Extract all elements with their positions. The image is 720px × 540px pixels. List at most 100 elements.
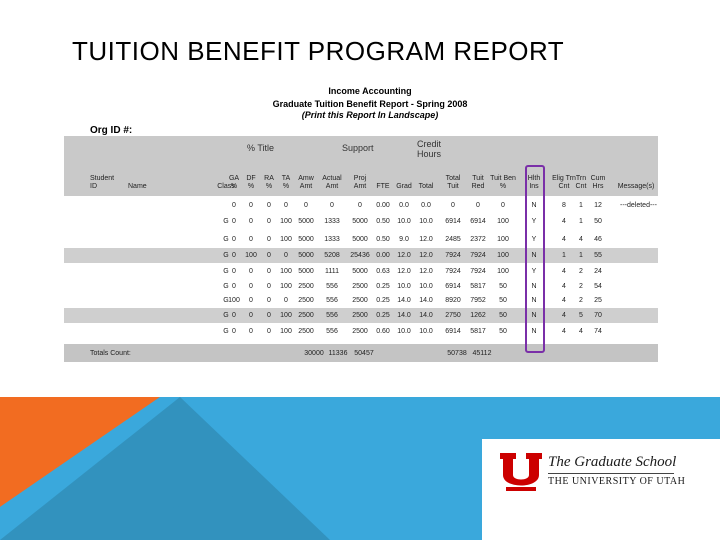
column-header-amw-line1: Amw	[298, 175, 314, 182]
group-header-credit: Credit	[417, 139, 442, 149]
totals-ttuit: 50738	[447, 350, 467, 357]
cell-total: 14.0	[419, 312, 433, 319]
cell-hlth: N	[531, 312, 537, 319]
footer-decor-band	[0, 397, 720, 540]
column-header-cum-line1: Cum	[590, 175, 606, 182]
cell-ta: 100	[280, 328, 292, 335]
column-header-tred-line2: Red	[471, 183, 485, 190]
cell-fte: 0.50	[376, 236, 390, 243]
cell-cum: 46	[594, 236, 602, 243]
cell-tred: 1262	[470, 312, 486, 319]
cell-ben: 100	[497, 218, 509, 225]
cell-trnx: 1	[579, 252, 583, 259]
report-table: % Title Support Credit Hours Student ID Na…	[64, 136, 658, 362]
cell-df: 0	[249, 297, 253, 304]
column-header-ben-line2: %	[499, 183, 507, 190]
cell-ttuit: 8920	[445, 297, 461, 304]
totals-proj: 50457	[354, 350, 374, 357]
dark-blue-triangle	[0, 397, 330, 540]
cell-trnc: 4	[562, 268, 566, 275]
column-header-ra-line1: RA	[264, 175, 274, 182]
cell-proj: 25436	[350, 252, 370, 259]
column-header-amw-line2: Amt	[299, 183, 313, 190]
cell-proj: 2500	[352, 328, 368, 335]
cell-trnx: 4	[579, 328, 583, 335]
cell-trnc: 4	[562, 312, 566, 319]
column-header-ga-line1: GA	[228, 175, 240, 182]
cell-fte: 0.50	[376, 218, 390, 225]
cell-df: 0	[249, 218, 253, 225]
university-wordmark: THE UNIVERSITY OF UTAH	[548, 476, 686, 487]
cell-total: 12.0	[419, 236, 433, 243]
cell-tred: 7924	[470, 252, 486, 259]
cell-act: 1333	[324, 236, 340, 243]
cell-df: 0	[249, 312, 253, 319]
cell-ra: 0	[267, 236, 271, 243]
cell-total: 10.0	[419, 328, 433, 335]
column-header-ttuit-line2: Tuit	[447, 183, 459, 190]
cell-proj: 2500	[352, 283, 368, 290]
cell-act: 1111	[324, 268, 340, 275]
cell-ttuit: 2750	[445, 312, 461, 319]
cell-trnc: 4	[562, 328, 566, 335]
footer-decor-shapes	[0, 397, 720, 540]
cell-class: G	[223, 328, 229, 335]
cell-fte: 0.25	[376, 297, 390, 304]
cell-amw: 2500	[298, 312, 314, 319]
cell-fte: 0.00	[376, 202, 390, 209]
cell-ttuit: 2485	[445, 236, 461, 243]
cell-amw: 5000	[298, 252, 314, 259]
cell-ra: 0	[267, 312, 271, 319]
cell-ra: 0	[267, 297, 271, 304]
column-header-tred-line1: Tuit	[472, 175, 484, 182]
cell-proj: 2500	[352, 312, 368, 319]
cell-total: 12.0	[419, 268, 433, 275]
cell-ben: 100	[497, 268, 509, 275]
cell-ta: 0	[284, 202, 288, 209]
column-header-grad-line2: Grad	[396, 183, 412, 190]
totals-act: 11336	[328, 350, 348, 357]
cell-ttuit: 6914	[445, 283, 461, 290]
slide-title: TUITION BENEFIT PROGRAM REPORT	[72, 36, 565, 66]
cell-ttuit: 0	[451, 202, 455, 209]
column-header-trnx-line1: Trn	[575, 175, 587, 182]
university-u-logo-icon	[500, 453, 542, 491]
cell-df: 0	[249, 283, 253, 290]
cell-total: 14.0	[419, 297, 433, 304]
cell-ta: 100	[280, 218, 292, 225]
cell-grad: 9.0	[399, 236, 409, 243]
cell-trnx: 2	[579, 297, 583, 304]
cell-df: 0	[249, 268, 253, 275]
cell-amw: 5000	[298, 218, 314, 225]
column-header-total-line2: Total	[418, 183, 434, 190]
table-row: G 0 0 0 100 2500 556 2500 0.25 10.0 10.0 6914 5817 50…	[64, 279, 658, 294]
table-row: G 100 0 0 0 2500 556 2500 0.25 14.0 14.0 8920 7952 50…	[64, 293, 658, 308]
cell-trnc: 1	[562, 252, 566, 259]
cell-hlth: Y	[531, 236, 537, 243]
cell-class: G	[223, 297, 229, 304]
cell-df: 0	[249, 236, 253, 243]
cell-grad: 0.0	[399, 202, 409, 209]
cell-hlth: N	[531, 283, 537, 290]
cell-cum: 50	[594, 218, 602, 225]
cell-class: G	[223, 312, 229, 319]
cell-proj: 5000	[352, 236, 368, 243]
column-header-sid-line1: Student	[90, 175, 115, 182]
cell-cum: 74	[594, 328, 602, 335]
cell-ga: 0	[232, 218, 236, 225]
column-header-proj-line1: Proj	[353, 175, 367, 182]
cell-cum: 25	[594, 297, 602, 304]
cell-trnc: 4	[562, 218, 566, 225]
cell-tred: 2372	[470, 236, 486, 243]
column-header-trnx-line2: Cnt	[575, 183, 587, 190]
column-header-proj-line2: Amt	[353, 183, 367, 190]
cell-class: G	[223, 236, 229, 243]
totals-label: Totals Count:	[90, 350, 131, 357]
cell-tred: 6914	[470, 218, 486, 225]
cell-class: G	[223, 268, 229, 275]
cell-ta: 100	[280, 283, 292, 290]
cell-amw: 2500	[298, 283, 314, 290]
cell-grad: 12.0	[397, 268, 411, 275]
column-header-class-line2: Class	[217, 183, 235, 190]
cell-trnx: 2	[579, 268, 583, 275]
